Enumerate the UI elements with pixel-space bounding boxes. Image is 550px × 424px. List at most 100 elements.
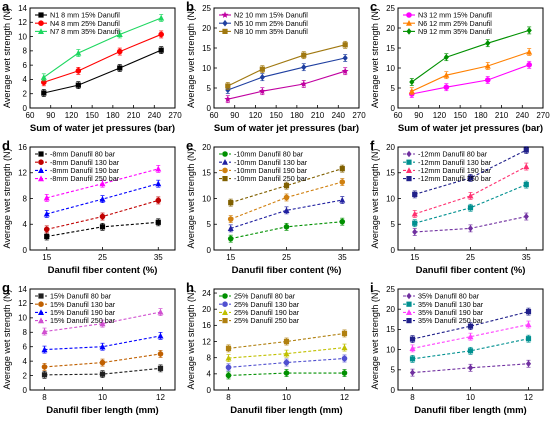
y-axis-label: Average wet strength (N)	[2, 290, 12, 390]
y-tick-label: 16	[18, 143, 27, 152]
legend-marker	[406, 292, 412, 300]
data-point	[99, 359, 106, 366]
legend-marker	[222, 309, 228, 315]
x-tick-label: 35	[338, 253, 347, 262]
x-tick-label: 10	[98, 393, 107, 402]
legend-marker	[406, 12, 412, 18]
data-point	[227, 235, 234, 242]
x-axis-label: Danufil fiber length (mm)	[230, 405, 342, 416]
data-point	[411, 210, 418, 217]
y-tick-label: 20	[386, 305, 395, 314]
data-point	[341, 330, 348, 337]
x-tick-label: 90	[230, 111, 239, 120]
data-point	[467, 205, 474, 211]
series-1: N1 8 mm 15% Danufil	[35, 11, 164, 97]
y-tick-label: 10	[202, 194, 211, 203]
y-axis-label: Average wet strength (N)	[186, 290, 196, 390]
y-tick-label: 10	[202, 64, 211, 73]
series-line	[411, 29, 530, 83]
data-point	[155, 219, 161, 225]
y-tick-label: 5	[391, 366, 396, 375]
legend-marker	[222, 151, 228, 157]
legend-marker	[222, 176, 228, 182]
x-tick-label: 270	[352, 111, 366, 120]
legend-marker	[222, 318, 228, 324]
x-axis-label: Danufil fiber content (%)	[232, 265, 342, 276]
data-point	[259, 73, 265, 81]
legend-label: 35% Danufil 250 bar	[418, 316, 484, 325]
data-point	[283, 338, 290, 345]
legend-label: N4 8 mm 25% Danufil	[50, 19, 120, 28]
data-point	[41, 364, 48, 370]
y-axis-label: Average wet strength (N)	[370, 149, 380, 249]
data-point	[283, 224, 290, 230]
x-tick-label: 60	[26, 111, 35, 120]
legend-marker	[38, 293, 44, 299]
x-tick-label: 25	[98, 253, 107, 262]
y-tick-label: 8	[23, 328, 28, 337]
data-point	[155, 197, 162, 204]
x-tick-label: 12	[156, 393, 165, 402]
y-axis-label: Average wet strength (N)	[370, 290, 380, 390]
legend-marker	[406, 150, 412, 158]
data-point	[443, 84, 450, 90]
series-line	[230, 199, 343, 229]
data-point	[342, 54, 348, 62]
legend-label: -10mm Danufil 130 bar	[234, 158, 308, 167]
y-tick-label: 0	[391, 386, 396, 395]
legend-marker	[38, 309, 44, 315]
series-3: N8 10 mm 35% Danufil	[219, 27, 348, 90]
series-3: N9 12 mm 35% Danufil	[403, 26, 532, 86]
x-tick-label: 12	[524, 393, 533, 402]
data-point	[283, 194, 290, 201]
y-axis-label: Average wet strength (N)	[2, 8, 12, 108]
data-point	[467, 175, 474, 181]
x-tick-label: 90	[414, 111, 423, 120]
data-point	[158, 14, 165, 21]
data-point	[467, 333, 474, 340]
y-tick-label: 0	[391, 104, 396, 113]
data-point	[523, 147, 529, 153]
data-point	[341, 370, 348, 376]
legend-label: 35% Danufil 80 bar	[418, 292, 480, 301]
y-axis-label: Average wet strength (N)	[370, 8, 380, 108]
legend-label: N8 10 mm 35% Danufil	[234, 27, 308, 36]
data-point	[341, 67, 349, 75]
legend-label: -8mm Danufil 80 bar	[50, 150, 116, 159]
series-3: 15% Danufil 190 bar	[35, 308, 164, 354]
legend-label: N9 12 mm 35% Danufil	[418, 27, 492, 36]
x-tick-label: 210	[127, 111, 141, 120]
y-tick-label: 2	[23, 371, 28, 380]
data-point	[41, 90, 47, 96]
x-axis-label: Sum of water jet pressures (bar)	[30, 123, 175, 134]
y-tick-label: 25	[202, 4, 211, 13]
legend-marker	[222, 19, 228, 27]
y-tick-label: 2	[23, 90, 28, 99]
legend-marker	[406, 167, 412, 173]
series-line	[43, 33, 162, 83]
data-point	[301, 52, 307, 58]
data-point	[339, 218, 346, 225]
y-tick-label: 0	[23, 246, 28, 255]
series-line	[228, 357, 345, 368]
data-point	[300, 80, 308, 87]
data-point	[409, 345, 416, 351]
series-1: -12mm Danufil 80 bar	[403, 150, 529, 236]
data-point	[158, 31, 164, 38]
series-2: 15% Danufil 130 bar	[35, 300, 164, 371]
data-point	[227, 225, 234, 231]
series-line	[44, 311, 161, 333]
x-tick-label: 8	[226, 393, 231, 402]
series-line	[44, 353, 161, 368]
x-tick-label: 25	[282, 253, 291, 262]
data-point	[412, 228, 418, 236]
data-point	[40, 74, 47, 80]
legend-marker	[38, 317, 44, 324]
data-point	[467, 364, 474, 372]
y-tick-label: 5	[207, 84, 212, 93]
data-point	[99, 371, 106, 377]
